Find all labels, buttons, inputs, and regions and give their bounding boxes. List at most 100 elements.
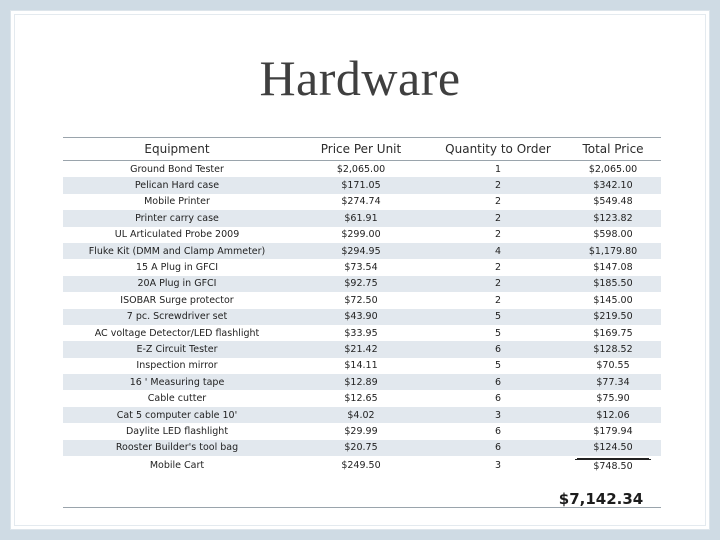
header-quantity-to-order: Quantity to Order [445, 142, 551, 156]
equipment-cell: Printer carry case [63, 213, 291, 224]
equipment-cell: ISOBAR Surge protector [63, 295, 291, 306]
price-per-unit-cell: $29.99 [291, 426, 431, 437]
table-row: Cat 5 computer cable 10' $4.02 3 $12.06 [63, 406, 661, 424]
equipment-cell-text: Pelican Hard case [134, 180, 220, 192]
hardware-table: Equipment Price Per Unit Quantity to Ord… [63, 137, 661, 509]
price-per-unit-cell-text: $294.95 [341, 245, 381, 257]
quantity-cell: 5 [431, 360, 565, 371]
quantity-cell: 2 [431, 180, 565, 191]
equipment-cell-text: 7 pc. Screwdriver set [126, 311, 228, 323]
total-price-cell: $342.10 [565, 180, 661, 191]
quantity-cell: 3 [431, 410, 565, 421]
equipment-cell-text: Ground Bond Tester [130, 163, 224, 175]
total-price-cell: $123.82 [565, 213, 661, 224]
total-price-cell-text: $219.50 [593, 311, 633, 323]
total-price-cell: $2,065.00 [565, 164, 661, 175]
price-per-unit-cell-text: $21.42 [344, 343, 378, 355]
header-equipment: Equipment [144, 142, 210, 156]
price-per-unit-cell-text: $299.00 [341, 229, 381, 241]
table-row: ISOBAR Surge protector $72.50 2 $145.00 [63, 292, 661, 308]
price-per-unit-cell-text: $171.05 [341, 180, 381, 192]
equipment-cell: Cable cutter [63, 393, 291, 404]
quantity-cell: 2 [431, 229, 565, 240]
quantity-cell-text: 6 [494, 425, 502, 437]
total-price-cell-text: $77.34 [596, 376, 630, 388]
price-per-unit-cell: $20.75 [291, 442, 431, 453]
table-row: 15 A Plug in GFCI $73.54 2 $147.08 [63, 259, 661, 275]
equipment-cell: UL Articulated Probe 2009 [63, 229, 291, 240]
quantity-cell-text: 5 [494, 360, 502, 372]
quantity-cell: 3 [431, 460, 565, 471]
price-per-unit-cell: $274.74 [291, 196, 431, 207]
total-price-cell-text: $145.00 [593, 294, 633, 306]
price-per-unit-cell: $299.00 [291, 229, 431, 240]
quantity-cell-text: 2 [494, 229, 502, 241]
equipment-cell: 7 pc. Screwdriver set [63, 311, 291, 322]
total-price-cell: $128.52 [565, 344, 661, 355]
equipment-cell: Fluke Kit (DMM and Clamp Ammeter) [63, 246, 291, 257]
equipment-cell-text: ISOBAR Surge protector [120, 294, 234, 306]
total-price-cell-text: $70.55 [596, 360, 630, 372]
slide-title: Hardware [259, 50, 461, 106]
total-price-cell: $179.94 [565, 426, 661, 437]
total-price-cell-text: $123.82 [593, 212, 633, 224]
quantity-cell: 2 [431, 295, 565, 306]
quantity-cell: 2 [431, 278, 565, 289]
equipment-cell-text: Cable cutter [147, 393, 207, 405]
quantity-cell: 5 [431, 328, 565, 339]
equipment-cell: E-Z Circuit Tester [63, 344, 291, 355]
quantity-cell-text: 6 [494, 393, 502, 405]
total-price-cell: $70.55 [565, 360, 661, 371]
quantity-cell: 2 [431, 196, 565, 207]
quantity-cell: 6 [431, 442, 565, 453]
quantity-cell: 6 [431, 344, 565, 355]
price-per-unit-cell-text: $12.89 [344, 376, 378, 388]
price-per-unit-cell: $72.50 [291, 295, 431, 306]
quantity-cell-text: 2 [494, 262, 502, 274]
header-price-per-unit: Price Per Unit [320, 142, 402, 156]
total-price-cell-text: $549.48 [593, 196, 633, 208]
quantity-cell-text: 2 [494, 196, 502, 208]
equipment-cell: 15 A Plug in GFCI [63, 262, 291, 273]
equipment-cell-text: 20A Plug in GFCI [137, 278, 217, 290]
equipment-cell-text: 16 ' Measuring tape [129, 376, 225, 388]
quantity-cell-text: 2 [494, 294, 502, 306]
price-per-unit-cell-text: $20.75 [344, 442, 378, 454]
quantity-cell-text: 4 [494, 245, 502, 257]
total-price-cell-text: $169.75 [593, 327, 633, 339]
equipment-cell: AC voltage Detector/LED flashlight [63, 328, 291, 339]
table-row: E-Z Circuit Tester $21.42 6 $128.52 [63, 341, 661, 358]
equipment-cell: Cat 5 computer cable 10' [63, 410, 291, 421]
total-price-cell: $124.50 [565, 442, 661, 453]
total-price-cell-text: $179.94 [593, 425, 633, 437]
total-price-cell: $748.50 [565, 459, 661, 472]
equipment-cell-text: 15 A Plug in GFCI [135, 262, 218, 274]
quantity-cell: 6 [431, 426, 565, 437]
price-per-unit-cell-text: $92.75 [344, 278, 378, 290]
table-row: AC voltage Detector/LED flashlight $33.95… [63, 325, 661, 341]
quantity-cell-text: 6 [494, 343, 502, 355]
table-row: Ground Bond Tester $2,065.00 1 $2,065.00 [63, 161, 661, 177]
total-price-cell: $185.50 [565, 278, 661, 289]
price-per-unit-cell: $73.54 [291, 262, 431, 273]
table-row: 7 pc. Screwdriver set $43.90 5 $219.50 [63, 308, 661, 325]
equipment-cell-text: AC voltage Detector/LED flashlight [94, 327, 260, 339]
equipment-cell: Inspection mirror [63, 360, 291, 371]
table-row: 20A Plug in GFCI $92.75 2 $185.50 [63, 275, 661, 293]
equipment-cell-text: Daylite LED flashlight [125, 425, 229, 437]
total-price-cell: $75.90 [565, 393, 661, 404]
total-price-cell: $549.48 [565, 196, 661, 207]
equipment-cell-text: UL Articulated Probe 2009 [114, 229, 240, 241]
slide-frame: Hardware Equipment Price Per Unit Quanti… [10, 10, 710, 530]
quantity-cell: 4 [431, 246, 565, 257]
header-total-price: Total Price [582, 142, 644, 156]
quantity-cell-text: 2 [494, 180, 502, 192]
table-row: Mobile Cart $249.50 3 $748.50 [63, 456, 661, 475]
total-price-cell-text: $748.50 [575, 459, 651, 472]
total-price-cell: $598.00 [565, 229, 661, 240]
equipment-cell-text: Rooster Builder's tool bag [115, 442, 239, 454]
table-row: Cable cutter $12.65 6 $75.90 [63, 390, 661, 406]
table-row: Mobile Printer $274.74 2 $549.48 [63, 194, 661, 210]
price-per-unit-cell-text: $2,065.00 [336, 163, 386, 175]
equipment-cell: Mobile Printer [63, 196, 291, 207]
